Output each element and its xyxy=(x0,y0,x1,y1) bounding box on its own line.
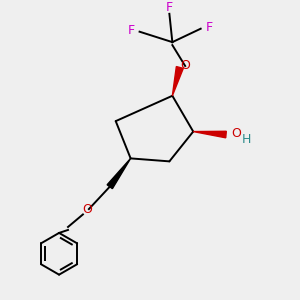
Text: O: O xyxy=(82,203,92,216)
Text: H: H xyxy=(242,134,251,146)
Text: F: F xyxy=(128,24,135,37)
Text: F: F xyxy=(206,21,213,34)
Text: F: F xyxy=(166,1,173,14)
Polygon shape xyxy=(107,158,130,189)
Text: O: O xyxy=(231,127,241,140)
Polygon shape xyxy=(172,67,183,96)
Text: O: O xyxy=(180,59,190,73)
Polygon shape xyxy=(193,131,226,138)
